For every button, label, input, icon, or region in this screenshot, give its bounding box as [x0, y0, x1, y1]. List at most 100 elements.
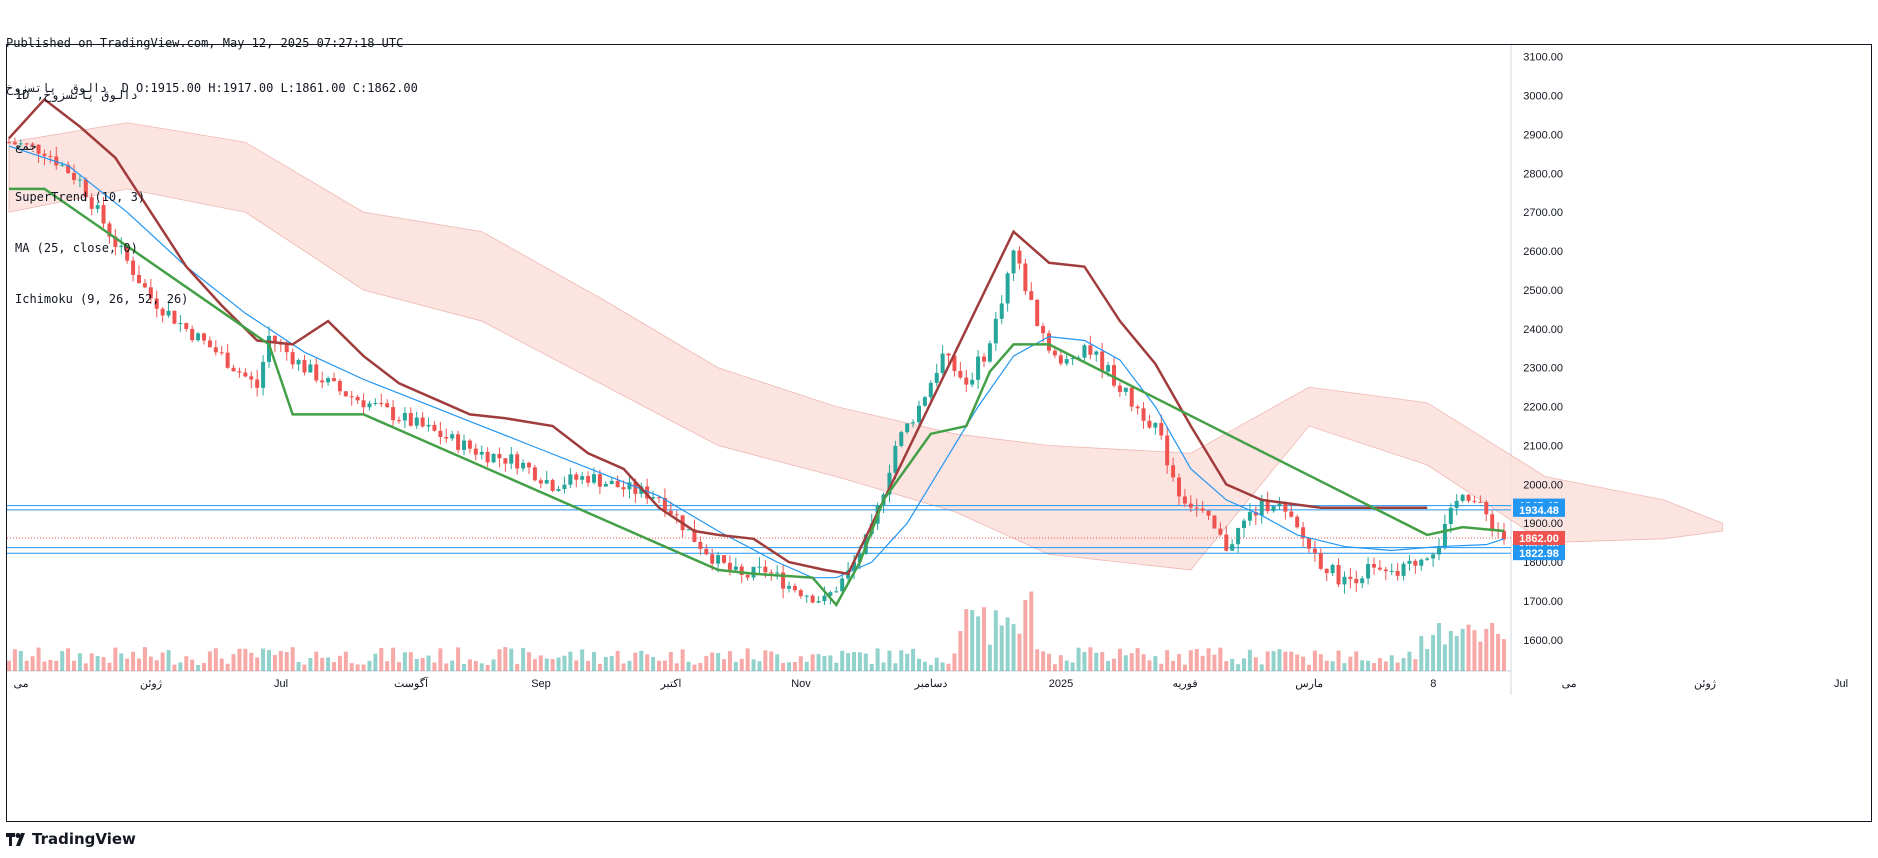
volume-bar: [12, 649, 17, 671]
volume-bar: [1259, 664, 1264, 671]
candle-body: [503, 458, 508, 464]
candle-body: [491, 453, 496, 463]
supertrend-legend[interactable]: SuperTrend (10, 3): [15, 190, 146, 204]
volume-bar: [1289, 651, 1294, 671]
candle-body: [597, 474, 602, 487]
ichimoku-legend[interactable]: Ichimoku (9, 26, 52, 26): [15, 292, 189, 306]
ma-legend[interactable]: MA (25, close, 0): [15, 241, 138, 255]
volume-bar: [337, 655, 342, 671]
volume-bar: [36, 647, 41, 671]
candle-body: [1442, 523, 1447, 548]
candle-body: [125, 245, 130, 261]
volume-bar: [243, 648, 248, 671]
candle-body: [686, 529, 691, 531]
volume-bar: [521, 647, 526, 671]
volume-bar: [586, 660, 591, 671]
volume-bar: [1123, 655, 1128, 671]
level-label-3-bg: [1513, 546, 1565, 561]
candle-body: [1389, 570, 1394, 572]
volume-bar: [816, 654, 821, 671]
volume-bar: [154, 660, 159, 671]
volume-bar: [1242, 658, 1246, 671]
volume-bar: [1159, 663, 1164, 671]
candle-body: [456, 434, 461, 450]
candle-body: [787, 585, 791, 589]
volume-bar: [775, 654, 780, 671]
volume-bar: [905, 653, 910, 671]
candle-body: [651, 497, 656, 499]
volume-bar: [934, 657, 939, 671]
volume-bar: [899, 650, 904, 671]
candle-body: [781, 572, 786, 589]
volume-bar: [261, 648, 266, 671]
volume-bar: [1224, 661, 1229, 671]
candle-body: [698, 541, 703, 549]
volume-bar: [710, 652, 715, 671]
candle-body: [710, 554, 715, 564]
volume-bar: [1395, 662, 1400, 671]
x-tick-label: دسامبر: [914, 678, 948, 690]
candle-body: [509, 454, 514, 464]
chart-area[interactable]: 1600.00 1700.00 1800.00 1900.00 2000.00 2100.…: [6, 44, 1872, 822]
candle-body: [113, 236, 118, 247]
candle-body: [1366, 563, 1371, 579]
volume-bar: [544, 658, 549, 671]
volume-bar: [160, 652, 165, 671]
volume-bar: [1318, 654, 1323, 671]
volume-bar: [314, 651, 319, 671]
volume-bar: [290, 647, 295, 671]
candle-body: [172, 310, 177, 324]
volume-bar: [662, 660, 667, 671]
candle-body: [54, 156, 59, 166]
candle-body: [184, 323, 189, 329]
candle-body: [527, 462, 531, 468]
candle-body: [1283, 503, 1288, 512]
candle-body: [1360, 578, 1365, 584]
candle-body: [432, 424, 437, 431]
candle-body: [775, 572, 780, 574]
candle-body: [255, 379, 260, 388]
volume-bar: [704, 656, 709, 671]
candle-body: [1088, 345, 1093, 355]
volume-bar: [621, 663, 626, 671]
candle-body: [426, 424, 431, 427]
volume-bar: [66, 648, 71, 671]
volume-bar: [462, 664, 466, 671]
volume-bar: [1277, 649, 1282, 671]
candle-body: [1165, 435, 1170, 466]
price-chart[interactable]: 1600.001700.001800.001900.002000.002100.…: [7, 45, 1871, 821]
volume-bar: [1442, 644, 1447, 671]
candle-body: [1295, 516, 1300, 528]
candle-body: [367, 403, 372, 408]
candle-body: [1188, 503, 1193, 508]
candle-body: [66, 164, 71, 174]
volume-bar: [592, 651, 596, 671]
candle-body: [751, 566, 756, 578]
volume-bar: [72, 660, 76, 671]
volume-bar: [1425, 649, 1430, 671]
candle-body: [1135, 406, 1140, 409]
volume-bar: [922, 661, 927, 671]
ichimoku-cloud: [8, 122, 1724, 571]
candle-body: [1171, 465, 1176, 478]
y-tick-label: 2200.00: [1523, 402, 1563, 414]
candle-body: [1502, 530, 1506, 540]
candle-body: [934, 372, 939, 383]
x-tick-label: Sep: [531, 678, 551, 690]
candle-body: [727, 562, 732, 570]
volume-bar: [1153, 656, 1158, 671]
volume-bar: [657, 660, 661, 671]
brand-footer[interactable]: TradingView: [6, 830, 136, 848]
candle-body: [397, 420, 401, 422]
candle-body: [1478, 501, 1483, 503]
candle-body: [1212, 515, 1217, 529]
volume-bar: [1182, 664, 1187, 671]
candle-body: [438, 430, 443, 438]
candle-body: [544, 480, 549, 484]
volume-bar: [42, 661, 47, 671]
candle-body: [964, 377, 969, 385]
volume-bar: [538, 655, 543, 671]
volume-bar: [1082, 651, 1087, 671]
candle-body: [467, 440, 472, 449]
candle-body: [379, 402, 384, 404]
